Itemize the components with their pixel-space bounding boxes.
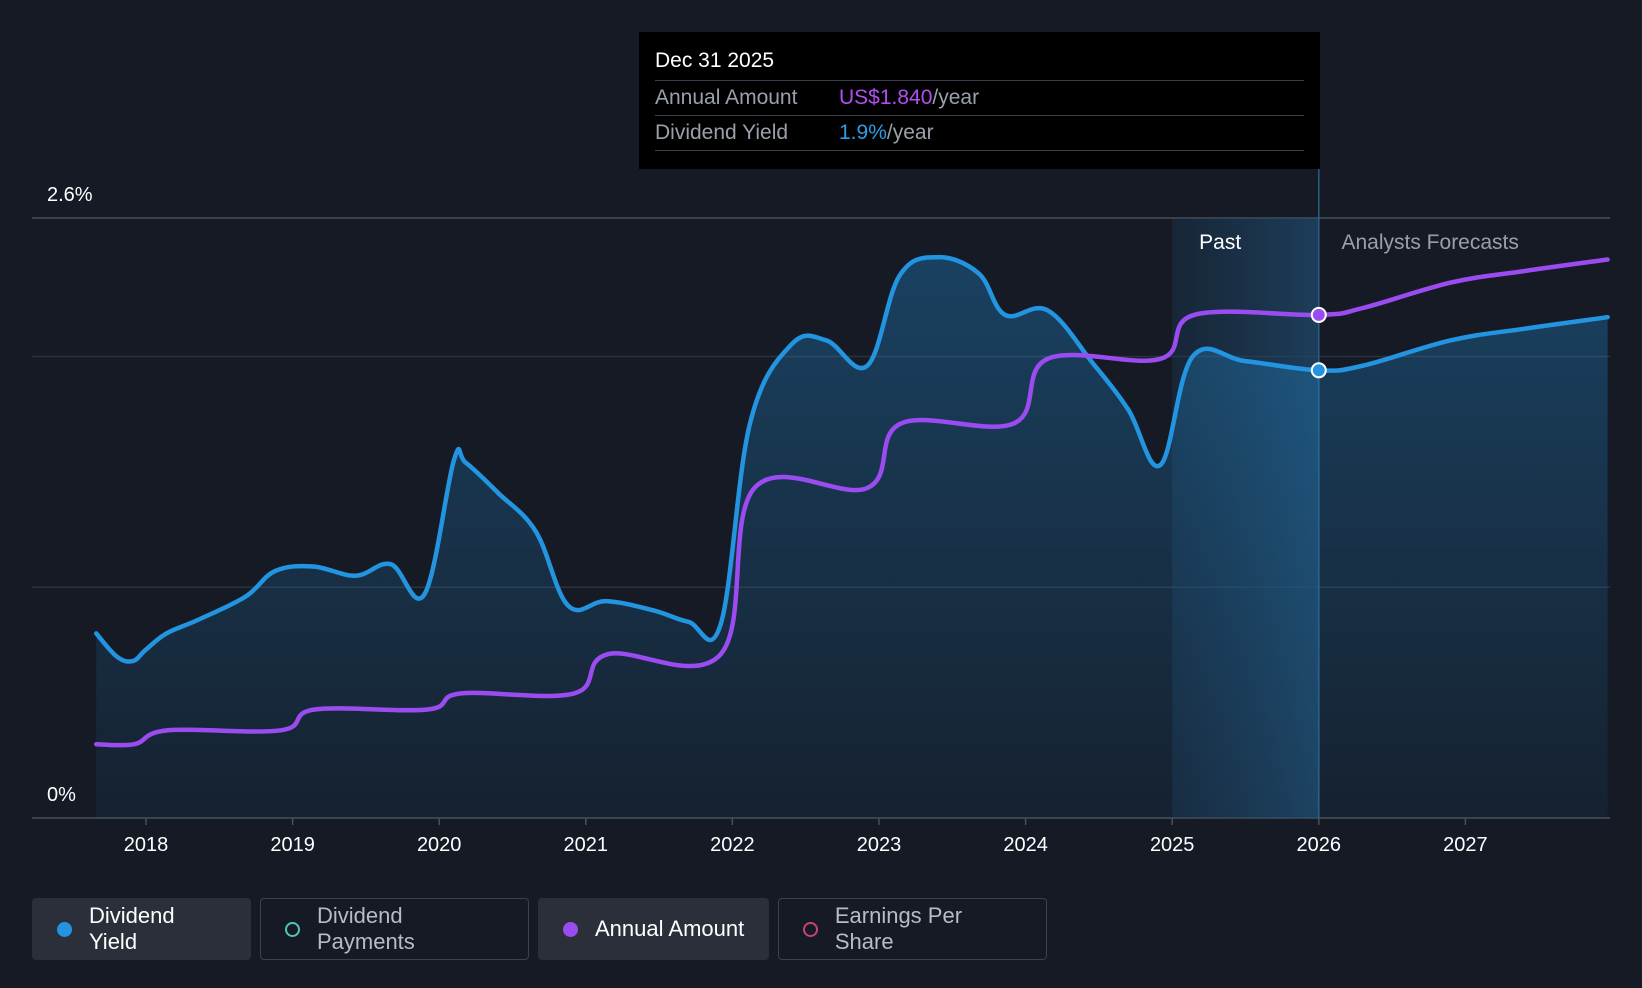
dividend-yield-marker <box>1310 362 1327 379</box>
x-tick-label: 2026 <box>1297 834 1342 856</box>
legend-dot-icon <box>563 921 578 937</box>
x-tick-label: 2025 <box>1150 834 1195 856</box>
x-tick-label: 2019 <box>270 834 315 856</box>
tooltip-row-dividend-yield: Dividend Yield 1.9% /year <box>655 116 1304 151</box>
tooltip-label: Annual Amount <box>655 86 798 109</box>
tooltip-row-annual-amount: Annual Amount US$1.840 /year <box>655 81 1304 116</box>
x-tick-label: 2018 <box>124 834 169 856</box>
series-layer <box>93 254 1610 818</box>
y-tick-label-top: 2.6% <box>47 184 93 206</box>
x-tick-label: 2024 <box>1003 834 1048 856</box>
x-tick-label: 2022 <box>710 834 755 856</box>
legend-dot-icon <box>57 921 72 937</box>
tooltip: Dec 31 2025 Annual Amount US$1.840 /year… <box>639 32 1320 169</box>
legend-label: Earnings Per Share <box>834 903 963 954</box>
legend-ring-icon <box>803 921 818 937</box>
annual-amount-marker <box>1310 306 1327 323</box>
legend-label: Annual Amount <box>595 916 745 941</box>
tooltip-value: 1.9% <box>839 121 887 144</box>
annual-amount-line <box>93 257 1610 748</box>
dividend-chart: 2.6% 0% 2018 2019 2020 2021 2022 2023 2024 2025 20… <box>32 169 1610 856</box>
legend-ring-icon <box>285 921 300 937</box>
tooltip-label: Dividend Yield <box>655 121 789 144</box>
legend-dividend-yield[interactable]: Dividend Yield <box>32 898 251 960</box>
legend-label: Dividend Payments <box>316 903 415 954</box>
legend-dividend-payments[interactable]: Dividend Payments <box>260 898 529 960</box>
legend-earnings-per-share[interactable]: Earnings Per Share <box>778 898 1047 960</box>
x-tick-label: 2021 <box>564 834 609 856</box>
forecast-label: Analysts Forecasts <box>1341 231 1518 254</box>
legend-annual-amount[interactable]: Annual Amount <box>538 898 769 960</box>
legend: Dividend Yield Dividend Payments Annual … <box>32 898 1047 960</box>
axis-labels: 2.6% 0% 2018 2019 2020 2021 2022 2023 2024 2025 20… <box>47 184 1519 856</box>
dividend-yield-line <box>93 254 1610 664</box>
x-tick-label: 2023 <box>857 834 902 856</box>
tooltip-date: Dec 31 2025 <box>655 46 1304 81</box>
x-tick-label: 2027 <box>1443 834 1488 856</box>
tooltip-value: US$1.840 <box>839 86 933 109</box>
tooltip-unit: /year <box>932 86 980 109</box>
past-label: Past <box>1199 231 1241 254</box>
highlight-marks <box>1310 306 1327 379</box>
y-tick-label-bottom: 0% <box>47 784 76 806</box>
yield-area <box>96 257 1608 818</box>
tooltip-unit: /year <box>886 121 934 144</box>
x-tick-label: 2020 <box>417 834 462 856</box>
legend-label: Dividend Yield <box>88 903 175 954</box>
